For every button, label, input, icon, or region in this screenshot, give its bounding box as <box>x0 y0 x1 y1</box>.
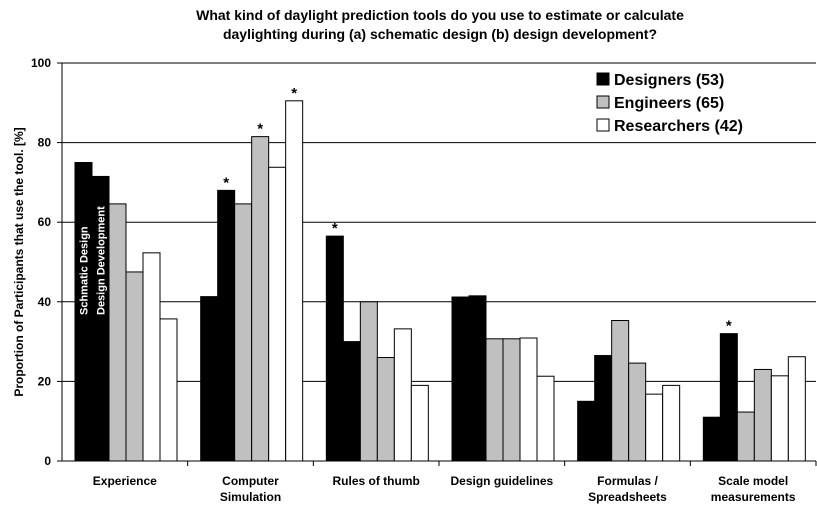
x-tick-label: Simulation <box>220 490 281 504</box>
bar <box>736 411 755 462</box>
bar <box>702 416 721 462</box>
bar <box>485 338 504 462</box>
legend-label: Researchers (42) <box>614 118 743 135</box>
bar <box>342 341 361 462</box>
bar <box>217 189 236 462</box>
legend-swatch <box>596 95 610 109</box>
y-tick-label: 80 <box>38 136 52 150</box>
bar <box>719 333 738 462</box>
y-tick-label: 40 <box>38 295 52 309</box>
x-tick-label: Scale model <box>718 474 788 488</box>
bar <box>142 252 161 462</box>
bar <box>662 384 681 462</box>
significance-mark: * <box>223 174 229 191</box>
bar <box>536 375 555 462</box>
y-axis-label: Proportion of Participants that use the … <box>12 127 26 396</box>
bar <box>125 271 144 462</box>
phase-label: Schmatic Design <box>79 226 91 315</box>
x-tick-label: Computer <box>222 474 279 488</box>
significance-mark: * <box>291 85 297 102</box>
chart-title: daylighting during (a) schematic design … <box>223 26 657 42</box>
bar <box>502 338 521 462</box>
y-tick-label: 20 <box>38 374 52 388</box>
phase-label: Design Development <box>96 206 108 315</box>
bar <box>468 295 487 462</box>
x-tick-label: Spreadsheets <box>588 490 667 504</box>
bar <box>285 100 304 462</box>
y-tick-label: 60 <box>38 215 52 229</box>
bar <box>251 136 270 462</box>
bar <box>753 368 772 462</box>
legend-label: Designers (53) <box>614 72 724 89</box>
bar <box>628 362 647 462</box>
x-tick-label: Rules of thumb <box>333 474 420 488</box>
x-tick-label: Design guidelines <box>450 474 553 488</box>
legend-swatch <box>596 118 610 132</box>
significance-mark: * <box>257 121 263 138</box>
chart-title: What kind of daylight prediction tools d… <box>196 7 684 23</box>
legend-label: Engineers (65) <box>614 95 724 112</box>
bar <box>410 384 429 462</box>
bar <box>234 203 253 462</box>
x-tick-label: Formulas / <box>597 474 658 488</box>
bar <box>325 235 344 462</box>
y-tick-label: 0 <box>44 454 51 468</box>
bar <box>376 357 395 462</box>
bar <box>577 400 596 462</box>
bar <box>787 356 806 462</box>
bar <box>611 320 630 462</box>
bar <box>359 301 378 462</box>
bar <box>645 393 664 462</box>
bar <box>200 296 219 462</box>
bar <box>268 166 287 462</box>
y-tick-label: 100 <box>31 56 51 70</box>
bar <box>519 337 538 462</box>
x-tick-label: measurements <box>711 490 796 504</box>
x-tick-label: Experience <box>93 474 157 488</box>
bar <box>108 203 127 462</box>
bar <box>770 375 789 462</box>
significance-mark: * <box>726 318 732 335</box>
legend-swatch <box>596 72 610 86</box>
significance-mark: * <box>332 220 338 237</box>
bar <box>393 328 412 462</box>
bar <box>594 355 613 462</box>
bar <box>159 318 178 462</box>
bar <box>451 296 470 462</box>
